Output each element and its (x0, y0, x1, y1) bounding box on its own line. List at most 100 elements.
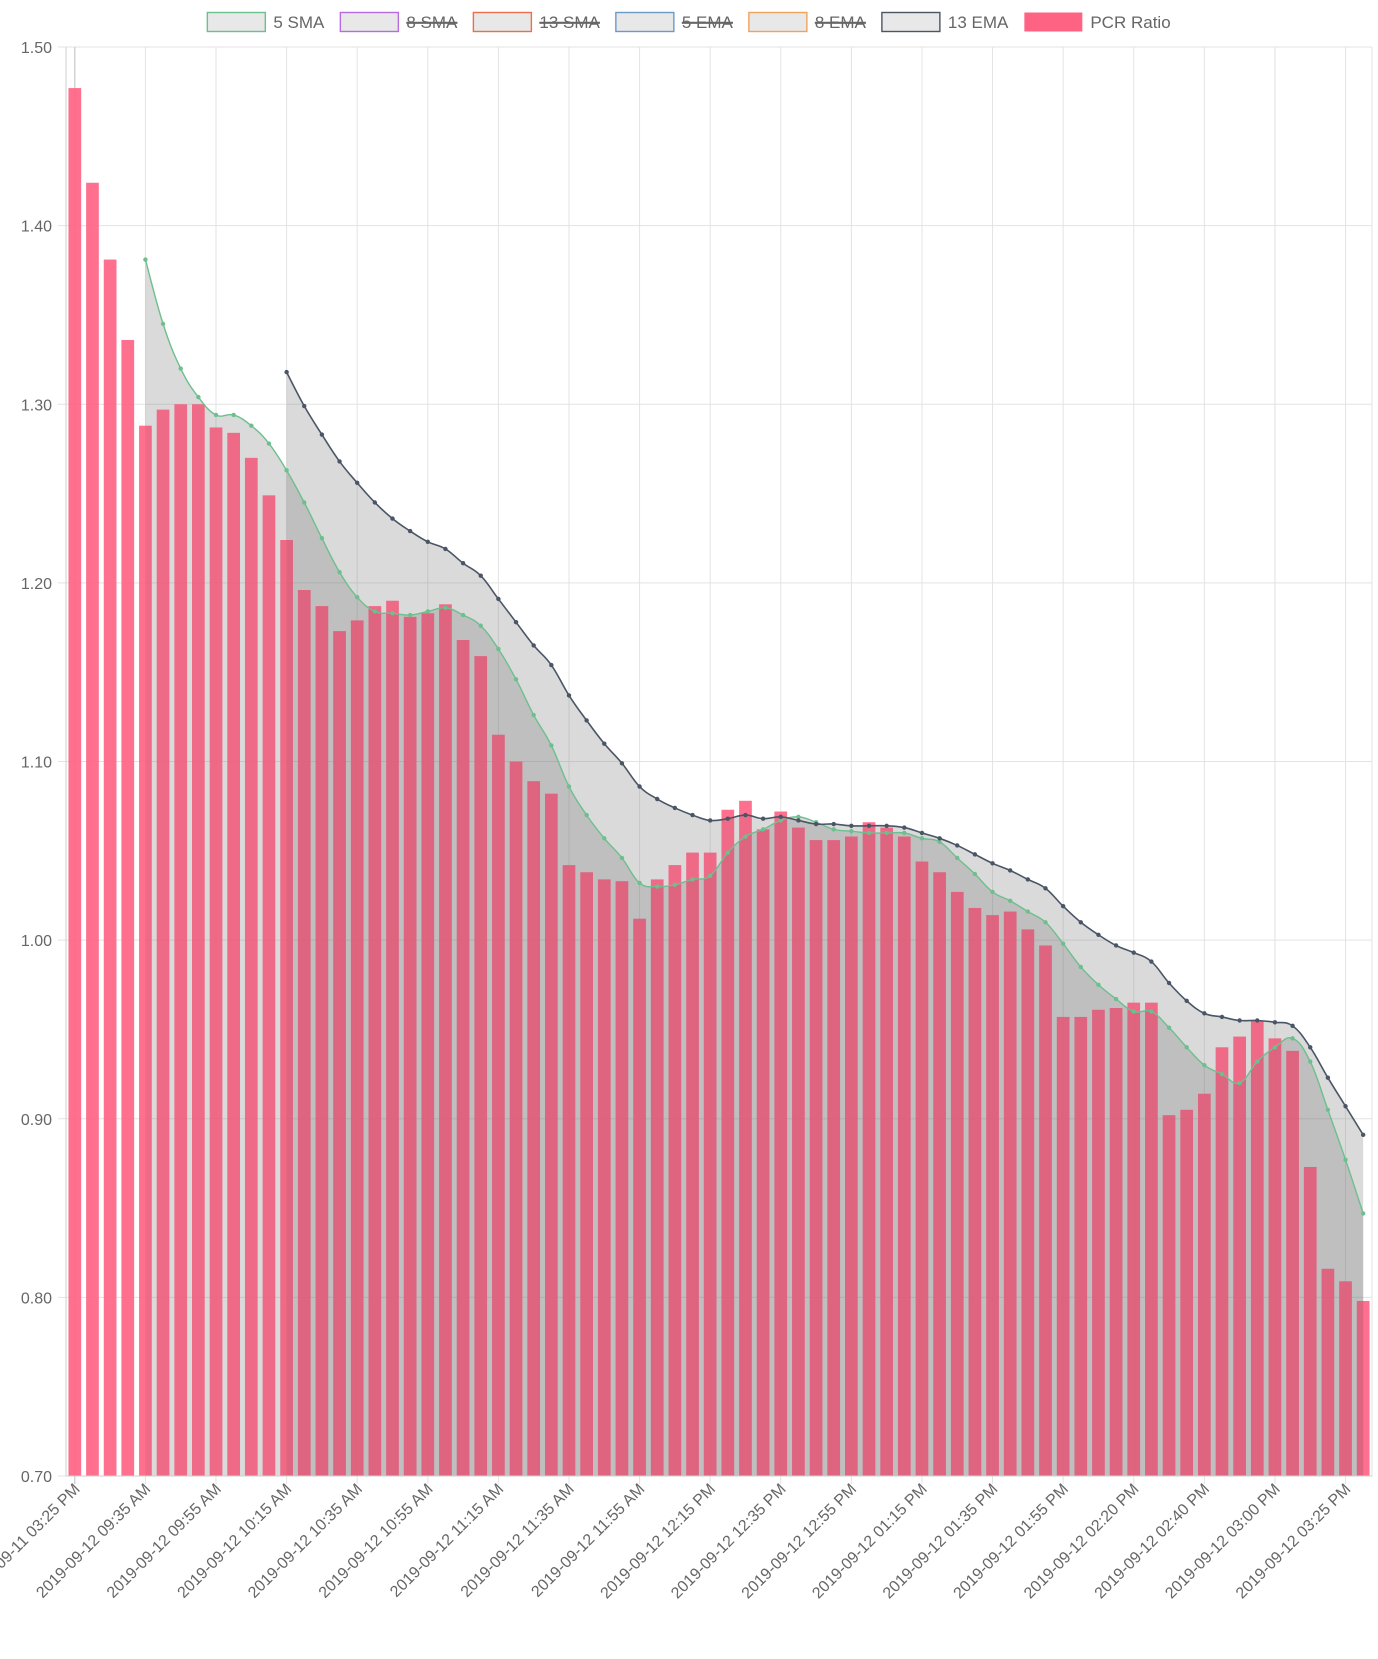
point-13-ema[interactable] (1202, 1011, 1207, 1016)
bar-pcr-ratio[interactable] (668, 865, 682, 1476)
point-13-ema[interactable] (655, 796, 660, 802)
point-13-ema[interactable] (796, 818, 801, 823)
point-5-sma[interactable] (213, 412, 219, 418)
point-13-ema[interactable] (831, 821, 836, 827)
point-13-ema[interactable] (584, 718, 589, 723)
point-13-ema[interactable] (319, 432, 325, 437)
point-5-sma[interactable] (919, 836, 925, 841)
bar-pcr-ratio[interactable] (827, 840, 841, 1476)
point-13-ema[interactable] (813, 821, 819, 827)
bar-pcr-ratio[interactable] (1109, 1008, 1123, 1476)
point-13-ema[interactable] (902, 825, 907, 830)
point-5-sma[interactable] (249, 423, 254, 428)
bar-pcr-ratio[interactable] (68, 88, 82, 1477)
point-5-sma[interactable] (884, 830, 889, 836)
point-13-ema[interactable] (707, 818, 713, 823)
bar-pcr-ratio[interactable] (774, 811, 788, 1476)
bar-pcr-ratio[interactable] (174, 404, 188, 1476)
point-5-sma[interactable] (302, 500, 307, 505)
bar-pcr-ratio[interactable] (439, 604, 452, 1476)
legend-item-13-sma[interactable]: 13 SMA (472, 11, 601, 33)
point-13-ema[interactable] (955, 843, 960, 848)
bar-pcr-ratio[interactable] (1356, 1300, 1370, 1476)
bar-pcr-ratio[interactable] (262, 495, 276, 1476)
point-5-sma[interactable] (496, 646, 501, 652)
point-13-ema[interactable] (1025, 877, 1031, 882)
point-13-ema[interactable] (1308, 1045, 1313, 1050)
point-13-ema[interactable] (602, 741, 607, 746)
point-5-sma[interactable] (1096, 982, 1101, 987)
bar-pcr-ratio[interactable] (139, 425, 152, 1476)
point-5-sma[interactable] (1078, 964, 1083, 970)
point-5-sma[interactable] (1131, 1009, 1136, 1014)
bar-pcr-ratio[interactable] (686, 852, 699, 1476)
point-13-ema[interactable] (1343, 1104, 1348, 1109)
bar-pcr-ratio[interactable] (280, 540, 293, 1476)
bar-pcr-ratio[interactable] (986, 915, 999, 1476)
point-5-sma[interactable] (319, 536, 325, 541)
bar-pcr-ratio[interactable] (703, 852, 717, 1476)
point-13-ema[interactable] (496, 596, 501, 602)
bar-pcr-ratio[interactable] (103, 259, 117, 1477)
bar-pcr-ratio[interactable] (350, 620, 364, 1476)
point-13-ema[interactable] (1255, 1018, 1260, 1023)
point-5-sma[interactable] (1219, 1071, 1225, 1077)
point-13-ema[interactable] (460, 561, 466, 566)
point-5-sma[interactable] (196, 394, 201, 400)
point-5-sma[interactable] (549, 743, 554, 748)
point-5-sma[interactable] (1202, 1062, 1207, 1068)
point-5-sma[interactable] (478, 623, 483, 628)
point-13-ema[interactable] (284, 369, 289, 375)
point-5-sma[interactable] (990, 889, 995, 895)
point-5-sma[interactable] (831, 827, 836, 832)
point-13-ema[interactable] (1113, 943, 1119, 948)
point-13-ema[interactable] (760, 816, 766, 821)
point-13-ema[interactable] (337, 459, 342, 464)
bar-pcr-ratio[interactable] (1321, 1268, 1335, 1476)
point-5-sma[interactable] (337, 569, 342, 575)
point-13-ema[interactable] (1060, 903, 1066, 909)
bar-pcr-ratio[interactable] (1127, 1002, 1141, 1476)
point-13-ema[interactable] (549, 662, 554, 668)
legend-item-5-sma[interactable]: 5 SMA (206, 11, 325, 33)
bar-pcr-ratio[interactable] (456, 640, 470, 1476)
bar-pcr-ratio[interactable] (421, 613, 435, 1476)
bar-pcr-ratio[interactable] (809, 840, 823, 1476)
point-5-sma[interactable] (1166, 1025, 1172, 1030)
bar-pcr-ratio[interactable] (1145, 1002, 1158, 1476)
bar-pcr-ratio[interactable] (227, 432, 241, 1477)
bar-pcr-ratio[interactable] (1339, 1281, 1352, 1476)
bar-pcr-ratio[interactable] (792, 827, 805, 1476)
point-13-ema[interactable] (637, 784, 642, 789)
point-5-sma[interactable] (707, 873, 713, 879)
point-5-sma[interactable] (637, 880, 642, 886)
point-5-sma[interactable] (619, 855, 625, 861)
point-13-ema[interactable] (743, 812, 748, 818)
bar-pcr-ratio[interactable] (1074, 1016, 1088, 1476)
point-5-sma[interactable] (1008, 898, 1013, 904)
point-13-ema[interactable] (478, 573, 483, 578)
point-13-ema[interactable] (1043, 886, 1048, 891)
bar-pcr-ratio[interactable] (315, 606, 329, 1476)
point-13-ema[interactable] (1272, 1020, 1278, 1025)
point-13-ema[interactable] (1131, 950, 1136, 955)
point-13-ema[interactable] (1219, 1014, 1225, 1020)
point-5-sma[interactable] (972, 871, 978, 877)
bar-pcr-ratio[interactable] (1039, 945, 1052, 1476)
bar-pcr-ratio[interactable] (1303, 1166, 1317, 1476)
point-5-sma[interactable] (866, 830, 872, 836)
point-13-ema[interactable] (1360, 1132, 1366, 1138)
point-5-sma[interactable] (460, 612, 466, 618)
bar-pcr-ratio[interactable] (474, 656, 488, 1476)
point-13-ema[interactable] (372, 500, 378, 505)
point-5-sma[interactable] (778, 818, 783, 823)
point-13-ema[interactable] (619, 761, 625, 766)
point-5-sma[interactable] (566, 784, 572, 789)
point-5-sma[interactable] (372, 609, 378, 614)
bar-pcr-ratio[interactable] (244, 457, 258, 1476)
bar-pcr-ratio[interactable] (933, 872, 946, 1476)
point-5-sma[interactable] (284, 468, 289, 473)
point-13-ema[interactable] (1096, 932, 1101, 937)
point-5-sma[interactable] (955, 855, 960, 861)
point-5-sma[interactable] (390, 611, 395, 616)
